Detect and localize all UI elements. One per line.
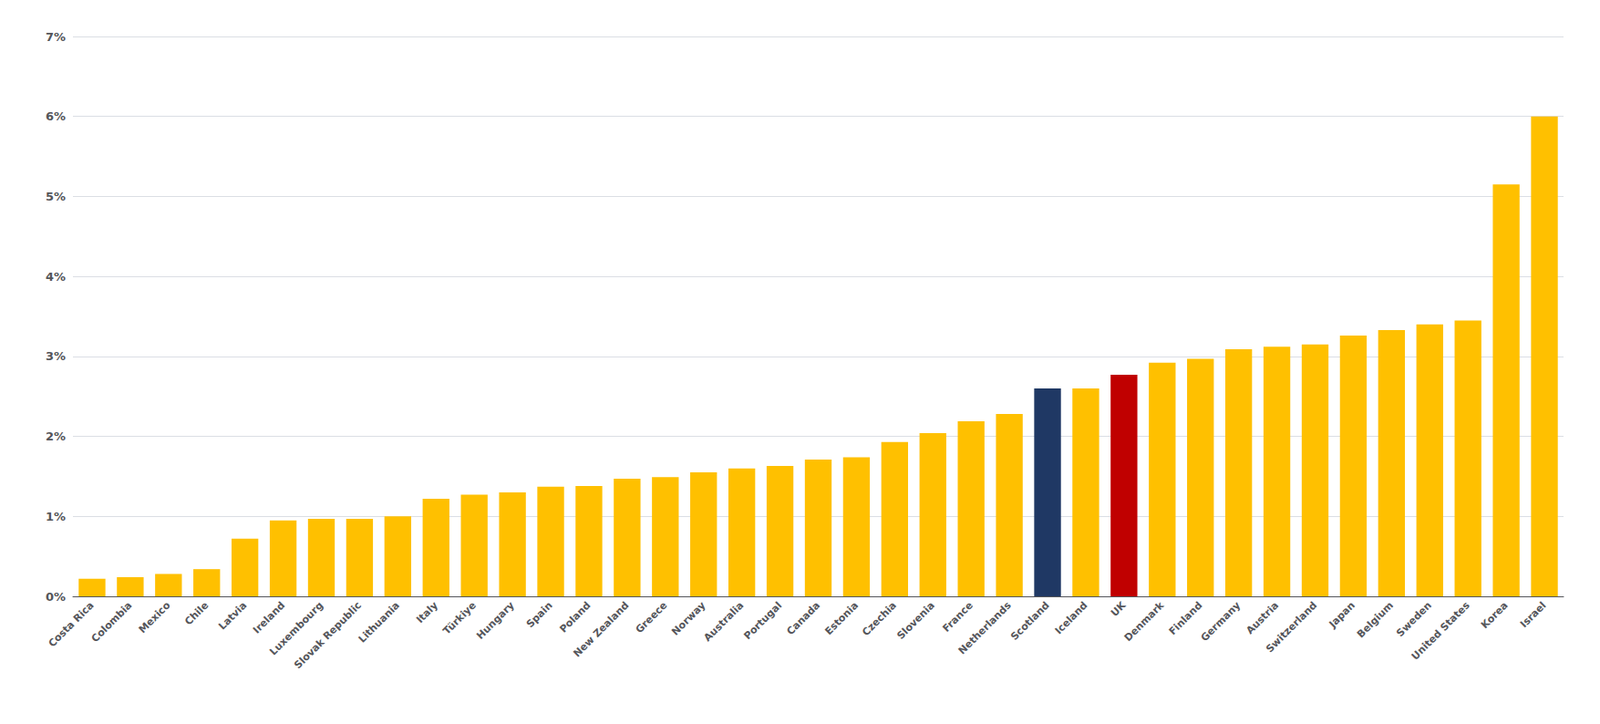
svg-text:Latvia: Latvia bbox=[216, 598, 249, 632]
svg-text:1%: 1% bbox=[45, 509, 66, 524]
svg-text:Slovenia: Slovenia bbox=[894, 598, 938, 642]
svg-text:Hungary: Hungary bbox=[474, 598, 517, 641]
svg-text:Iceland: Iceland bbox=[1052, 598, 1091, 637]
svg-text:Poland: Poland bbox=[557, 598, 593, 635]
svg-text:Czechia: Czechia bbox=[859, 598, 899, 639]
svg-text:UK: UK bbox=[1108, 598, 1129, 620]
svg-text:6%: 6% bbox=[45, 109, 66, 124]
svg-text:Israel: Israel bbox=[1517, 598, 1549, 630]
svg-text:Portugal: Portugal bbox=[741, 598, 785, 642]
svg-text:0%: 0% bbox=[45, 589, 66, 604]
svg-text:Costa Rica: Costa Rica bbox=[46, 598, 97, 650]
svg-text:France: France bbox=[939, 598, 975, 634]
svg-text:2%: 2% bbox=[45, 429, 66, 444]
svg-text:New Zealand: New Zealand bbox=[570, 598, 631, 660]
svg-text:United States: United States bbox=[1409, 598, 1473, 662]
svg-text:Estonia: Estonia bbox=[822, 598, 861, 638]
svg-text:Switzerland: Switzerland bbox=[1263, 598, 1320, 655]
svg-text:Chile: Chile bbox=[182, 598, 211, 628]
svg-text:Canada: Canada bbox=[784, 598, 823, 638]
svg-text:Austria: Austria bbox=[1243, 598, 1281, 637]
svg-text:Mexico: Mexico bbox=[136, 598, 174, 636]
svg-text:Scotland: Scotland bbox=[1008, 598, 1052, 642]
svg-text:Türkiye: Türkiye bbox=[441, 598, 479, 637]
svg-text:Norway: Norway bbox=[669, 598, 708, 638]
svg-text:Lithuania: Lithuania bbox=[356, 598, 403, 645]
svg-text:Netherlands: Netherlands bbox=[956, 598, 1014, 657]
svg-text:7%: 7% bbox=[45, 30, 66, 44]
svg-text:Japan: Japan bbox=[1326, 598, 1358, 630]
svg-text:Korea: Korea bbox=[1478, 598, 1511, 631]
svg-text:Belgium: Belgium bbox=[1354, 598, 1396, 640]
svg-text:Ireland: Ireland bbox=[250, 598, 288, 636]
svg-text:Slovak Republic: Slovak Republic bbox=[291, 598, 364, 671]
svg-text:Greece: Greece bbox=[633, 598, 671, 636]
svg-text:Australia: Australia bbox=[701, 598, 747, 644]
svg-text:5%: 5% bbox=[45, 189, 66, 204]
svg-text:4%: 4% bbox=[45, 269, 66, 284]
svg-text:Luxembourg: Luxembourg bbox=[267, 599, 326, 658]
svg-text:Denmark: Denmark bbox=[1122, 598, 1167, 644]
svg-text:3%: 3% bbox=[45, 349, 66, 363]
svg-text:Germany: Germany bbox=[1198, 598, 1244, 644]
svg-text:Italy: Italy bbox=[413, 598, 441, 626]
svg-text:Spain: Spain bbox=[524, 598, 556, 630]
svg-text:Colombia: Colombia bbox=[89, 598, 135, 645]
svg-text:Sweden: Sweden bbox=[1393, 598, 1435, 640]
svg-text:Finland: Finland bbox=[1166, 598, 1206, 638]
